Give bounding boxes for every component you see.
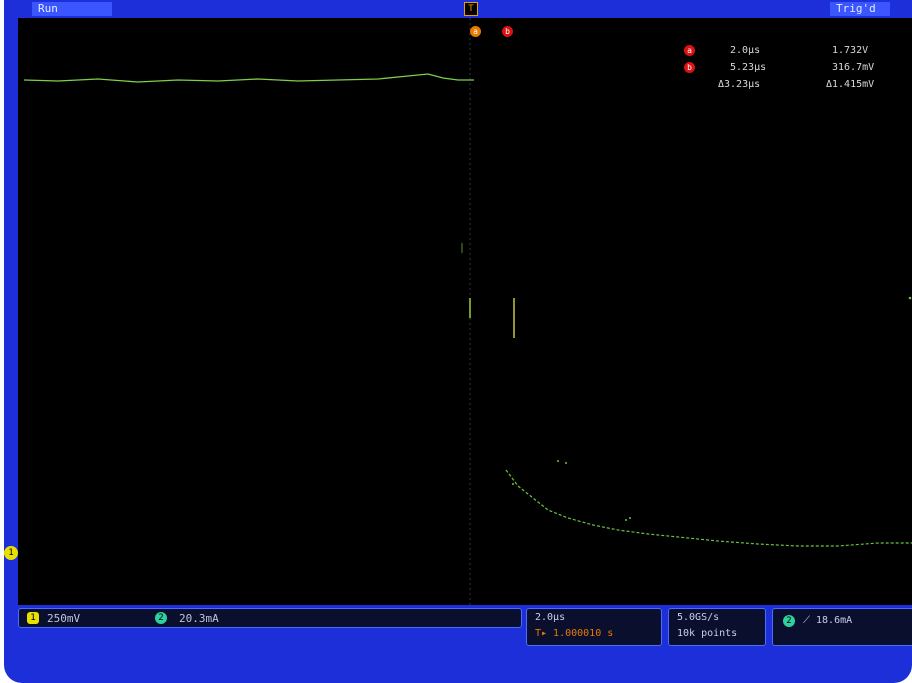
trigger-source-icon: 2 <box>783 615 795 627</box>
ch2-scale: 20.3mA <box>179 612 219 625</box>
cursor-a-value: 1.732V <box>832 45 869 56</box>
delta-value: Δ1.415mV <box>826 79 875 90</box>
ch1-scale: 250mV <box>47 612 81 625</box>
cursor-b-time: 5.23µs <box>730 62 767 73</box>
oscilloscope-frame: Run T Trig'd a b a b 2.0µs 1.732V 5.23µs <box>4 0 912 683</box>
channel-scale-panel[interactable]: 1 250mV 2 20.3mA <box>18 608 522 628</box>
ch1-icon[interactable]: 1 <box>27 612 39 624</box>
trigger-level: ⟋ 18.6mA <box>803 615 853 626</box>
cursor-b-badge: b <box>684 62 695 73</box>
trigger-status-label[interactable]: Trig'd <box>830 2 890 16</box>
status-bar: Run T Trig'd <box>4 0 912 18</box>
time-per-div: 2.0µs <box>535 612 566 623</box>
delta-time: Δ3.23µs <box>718 79 761 90</box>
noise-points <box>512 296 912 521</box>
pre-trigger-trace <box>23 73 474 83</box>
timebase-panel[interactable]: 2.0µs T▸ 1.000010 s <box>526 608 662 646</box>
trigger-position-marker[interactable]: T <box>464 2 478 16</box>
trigger-a-marker[interactable]: a <box>470 26 481 37</box>
waveform-display[interactable]: a b a b 2.0µs 1.732V 5.23µs 316.7mV Δ3.2… <box>18 18 912 605</box>
record-length: 10k points <box>677 628 738 639</box>
trigger-b-marker[interactable]: b <box>502 26 513 37</box>
ch2-icon[interactable]: 2 <box>155 612 167 624</box>
trigger-position: T▸ 1.000010 s <box>535 628 614 639</box>
cursor-b-value: 316.7mV <box>832 62 875 73</box>
ch1-ground-marker[interactable]: 1 <box>4 546 18 560</box>
waveform-canvas <box>23 18 912 605</box>
acquisition-panel[interactable]: 5.0GS/s 10k points <box>668 608 766 646</box>
cursor-a-badge: a <box>684 45 695 56</box>
trigger-config-panel[interactable]: 2 ⟋ 18.6mA <box>772 608 912 646</box>
cursor-a-time: 2.0µs <box>730 45 761 56</box>
sample-rate: 5.0GS/s <box>677 612 720 623</box>
run-status-label[interactable]: Run <box>32 2 112 16</box>
post-trigger-trace <box>505 469 912 547</box>
bottom-status-bar: 1 250mV 2 20.3mA 2.0µs T▸ 1.000010 s 5.0… <box>4 605 912 683</box>
